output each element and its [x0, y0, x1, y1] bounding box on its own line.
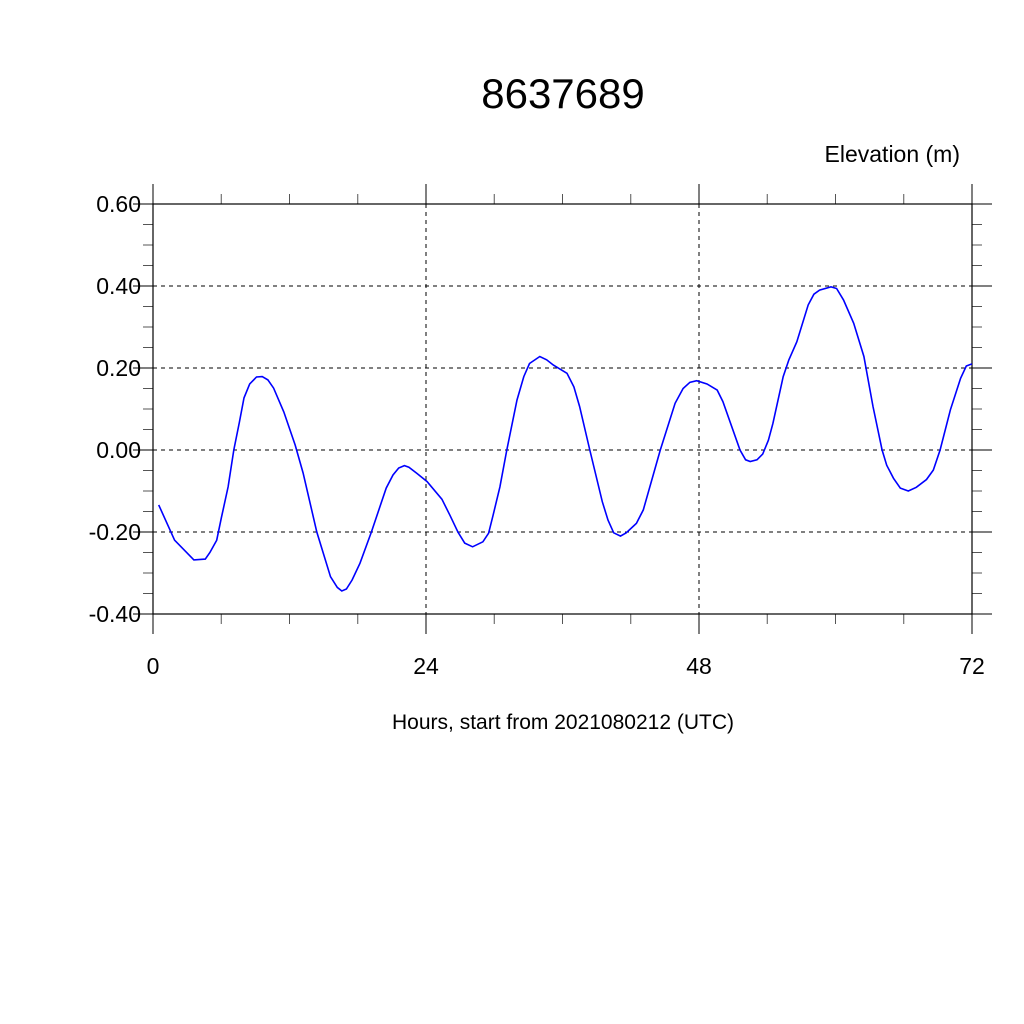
chart-title: 8637689 [481, 70, 645, 117]
y-tick-label: 0.20 [96, 355, 141, 381]
x-tick-label: 24 [413, 653, 439, 679]
ticks [133, 184, 992, 634]
y-tick-label: 0.00 [96, 437, 141, 463]
y-tick-label: -0.20 [89, 519, 141, 545]
series-line [157, 285, 973, 592]
x-tick-label: 72 [959, 653, 985, 679]
grid [153, 204, 972, 614]
x-tick-label: 48 [686, 653, 712, 679]
y-axis-label: Elevation (m) [825, 141, 960, 167]
x-axis-label: Hours, start from 2021080212 (UTC) [392, 711, 734, 734]
plot-frame [152, 203, 973, 615]
y-tick-label: -0.40 [89, 601, 141, 627]
x-tick-label: 0 [147, 653, 160, 679]
y-tick-label: 0.40 [96, 273, 141, 299]
y-tick-label: 0.60 [96, 191, 141, 217]
